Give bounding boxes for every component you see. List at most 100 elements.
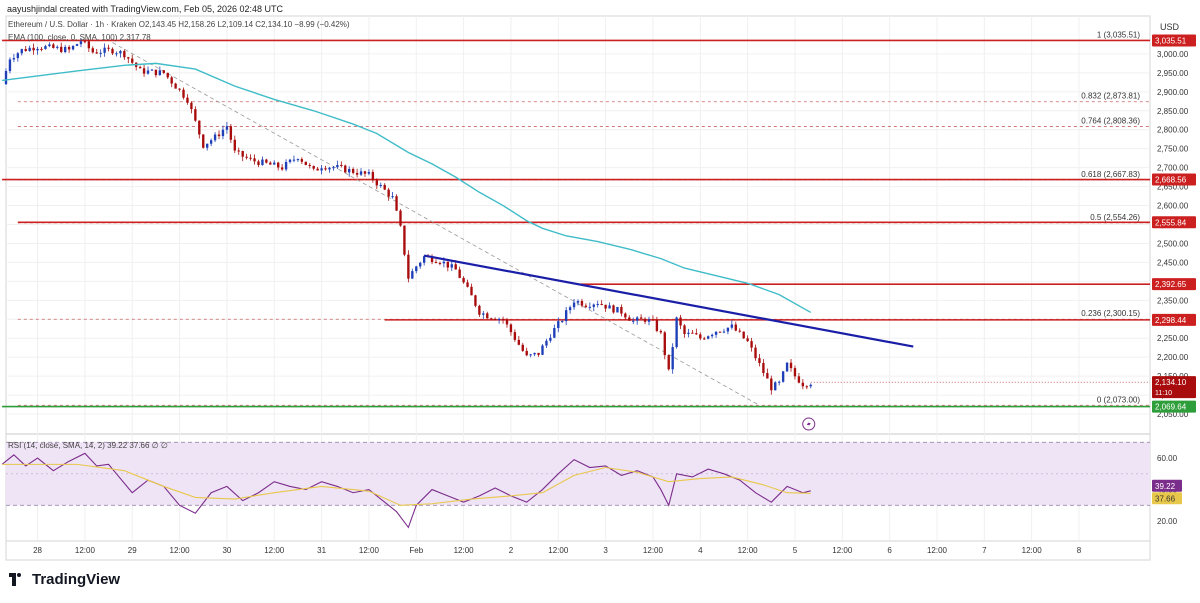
candle-bullish [572,302,576,308]
lightning-replay-icon[interactable] [802,417,816,431]
candle-bearish [229,126,233,140]
y-tick-label: 2,450.00 [1157,258,1189,267]
y-tick-label: 2,700.00 [1157,164,1189,173]
x-tick-label: 12:00 [927,546,948,555]
candle-bearish [403,225,406,255]
chart-credit: aayushjindal created with TradingView.co… [7,4,283,14]
x-tick-label: 29 [128,546,137,555]
tradingview-logo[interactable]: TradingView [9,569,120,589]
rsi-line [1,452,811,529]
y-tick-label: 2,350.00 [1157,296,1189,305]
candle-bearish [351,168,355,173]
candle-bearish [651,319,655,321]
level-price-tag [1152,313,1196,326]
candle-bullish [635,317,639,321]
candle-bearish [667,355,670,370]
candle-bullish [730,324,734,328]
candle-bullish [422,256,426,263]
candle-bullish [785,362,789,372]
candle-bullish [415,266,418,272]
candle-bearish [265,159,268,163]
x-tick-label: 2 [509,546,514,555]
candle-bearish [659,330,663,333]
candle-bullish [292,159,296,161]
candle-bearish [142,68,146,74]
candle-bullish [348,168,351,173]
candle-bullish [16,53,20,59]
candle-bearish [762,363,765,374]
candle-bearish [493,318,497,321]
x-tick-label: 5 [793,546,798,555]
x-tick-label: 12:00 [359,546,380,555]
candle-bearish [138,66,142,69]
symbol-ohlc-legend[interactable]: Ethereum / U.S. Dollar · 1h · Kraken O2,… [8,20,350,29]
candle-bearish [249,157,252,159]
candle-bearish [95,52,98,54]
candle-bullish [592,304,595,307]
candle-bearish [194,109,197,121]
candle-bearish [703,338,706,340]
candle-bearish [178,88,181,90]
fib-level-label: 0.618 (2,667.83) [1081,170,1140,179]
candle-bearish [699,334,702,339]
candle-bullish [675,317,678,348]
candle-bullish [79,41,83,45]
candle-bullish [576,300,580,303]
candle-bearish [458,269,461,278]
level-price-label: 3,035.51 [1155,36,1187,45]
candle-bearish [513,332,517,340]
y-tick-label: 2,750.00 [1157,145,1189,154]
candle-bullish [209,140,213,144]
last-price-tag [1152,376,1196,399]
candle-bearish [340,164,343,166]
candle-bearish [663,332,666,356]
candle-bearish [517,339,521,345]
y-tick-label: 2,950.00 [1157,69,1189,78]
x-tick-label: 7 [982,546,987,555]
candle-bearish [355,172,359,175]
candle-bullish [75,44,79,46]
candle-bullish [36,48,39,51]
y-tick-label: 2,600.00 [1157,202,1189,211]
candle-bearish [40,48,43,50]
candle-bearish [430,256,434,263]
candle-bullish [411,271,414,279]
fib-level-label: 0.764 (2,808.36) [1081,117,1140,126]
candle-bearish [805,386,808,388]
candle-bearish [462,277,465,283]
fib-level-label: 0.5 (2,554.26) [1090,213,1140,222]
candle-bearish [754,347,757,359]
candle-bullish [726,327,730,332]
replay-icon-bolt [806,420,811,429]
level-price-label: 2,668.56 [1155,176,1187,185]
rsi-legend[interactable]: RSI (14, close, SMA, 14, 2) 39.22 37.66 … [8,441,168,450]
candle-bearish [344,165,347,173]
candle-bearish [584,305,588,307]
candle-bullish [710,334,714,337]
candle-bullish [781,371,785,382]
x-tick-label: 30 [222,546,231,555]
y-tick-label: 2,850.00 [1157,107,1189,116]
ema-100-line [1,62,812,314]
candle-bearish [170,77,173,84]
candle-bearish [24,49,27,51]
currency-label: USD [1160,22,1180,32]
candle-bearish [746,338,749,342]
candle-bullish [8,59,12,72]
ema-legend[interactable]: EMA (100, close, 0, SMA, 100) 2,317.78 [8,33,151,42]
candle-bearish [87,41,91,49]
candle-bearish [395,196,398,211]
candle-bearish [174,83,177,89]
candle-bullish [213,134,217,141]
candle-bullish [225,126,229,130]
y-tick-label: 2,500.00 [1157,239,1189,248]
candle-bearish [387,189,390,197]
candle-bullish [706,336,710,339]
candle-bullish [288,159,292,163]
candle-bearish [612,305,615,313]
candle-bearish [241,151,244,157]
candle-bearish [127,57,130,59]
candle-bearish [620,307,623,314]
